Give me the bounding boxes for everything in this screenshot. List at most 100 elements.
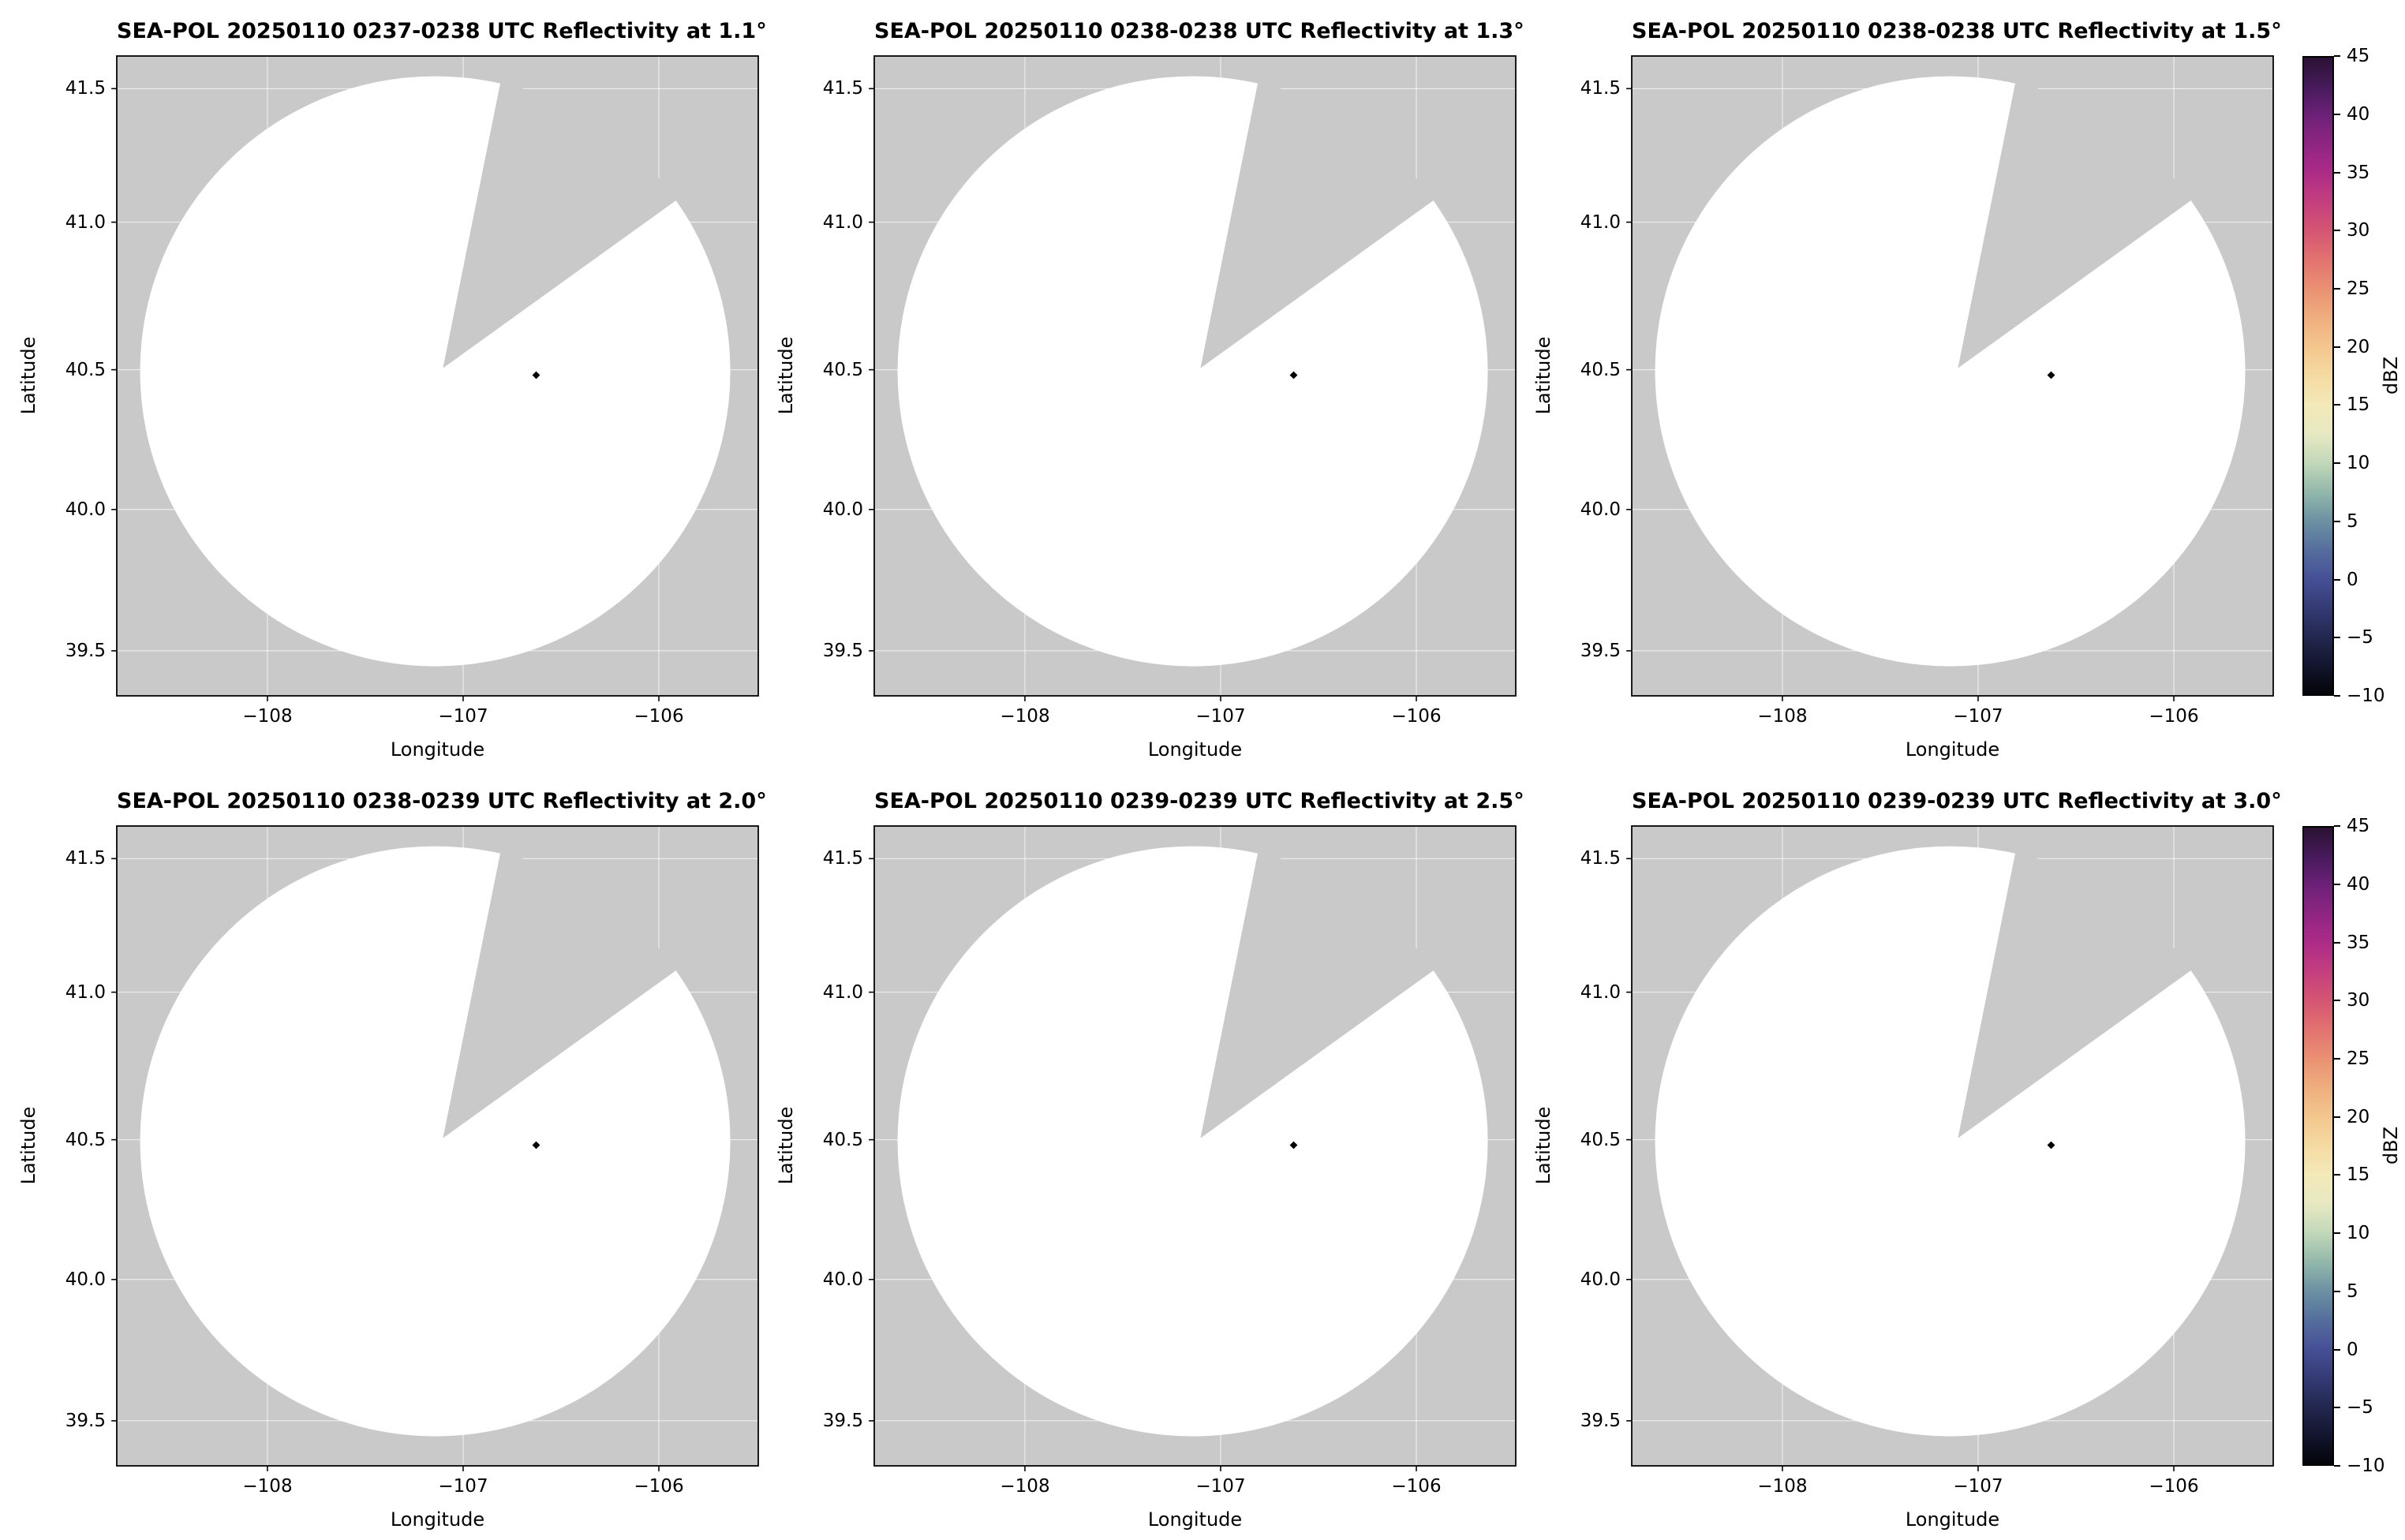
colorbar-row-2: 45 40 35 30 25 20 15 10 5 0 −5 −10 dBZ bbox=[2272, 770, 2405, 1540]
y-tick-label: 40.0 bbox=[65, 499, 106, 520]
x-tick-label: −108 bbox=[1000, 706, 1050, 727]
y-tick-label: 40.5 bbox=[822, 1130, 863, 1150]
missing-sector-wedge bbox=[1200, 82, 1434, 368]
panel-title: SEA-POL 20250110 0238-0239 UTC Reflectiv… bbox=[117, 789, 767, 813]
colorbar-tick-label: 10 bbox=[2347, 453, 2370, 473]
radar-ppi-plot bbox=[869, 55, 1517, 701]
colorbar-tick-label: 25 bbox=[2347, 278, 2370, 299]
colorbar-tick-label: 5 bbox=[2347, 511, 2358, 532]
colorbar-tick-label: 35 bbox=[2347, 933, 2370, 953]
x-axis-label: Longitude bbox=[1147, 738, 1243, 761]
y-tick-label: 41.0 bbox=[1580, 982, 1621, 1003]
colorbar-tick-mark bbox=[2334, 1000, 2340, 1001]
colorbar-row-1: 45 40 35 30 25 20 15 10 5 0 −5 −10 dBZ bbox=[2272, 0, 2405, 770]
x-tick-label: −108 bbox=[1757, 706, 1808, 727]
x-tick-label: −107 bbox=[1953, 706, 2003, 727]
x-tick-label: −107 bbox=[1195, 1476, 1246, 1497]
y-tick-label: 41.0 bbox=[65, 212, 106, 233]
x-axis-label: Longitude bbox=[1905, 1508, 2000, 1531]
colorbar-tick-label: 45 bbox=[2347, 816, 2370, 836]
y-tick-label: 41.5 bbox=[822, 848, 863, 869]
radar-ppi-plot bbox=[111, 55, 759, 701]
colorbar-tick-mark bbox=[2334, 637, 2340, 638]
x-tick-label: −108 bbox=[242, 706, 293, 727]
colorbar-gradient bbox=[2302, 826, 2334, 1466]
colorbar-tick-mark bbox=[2334, 1058, 2340, 1060]
x-axis-label: Longitude bbox=[390, 738, 485, 761]
y-tick-label: 40.0 bbox=[822, 499, 863, 520]
axes-frame bbox=[1631, 825, 2274, 1467]
y-tick-label: 39.5 bbox=[1580, 641, 1621, 661]
y-tick-label: 40.0 bbox=[822, 1269, 863, 1290]
colorbar-tick-label: 5 bbox=[2347, 1281, 2358, 1302]
y-tick-label: 40.5 bbox=[1580, 1130, 1621, 1150]
missing-sector-wedge bbox=[1958, 852, 2191, 1138]
colorbar-tick-mark bbox=[2334, 1291, 2340, 1292]
radar-ppi-plot bbox=[1626, 825, 2274, 1471]
missing-sector-wedge bbox=[443, 852, 676, 1138]
x-tick-label: −106 bbox=[2149, 706, 2199, 727]
y-tick-label: 40.0 bbox=[1580, 499, 1621, 520]
missing-sector-wedge bbox=[443, 82, 676, 368]
colorbar-gradient bbox=[2302, 56, 2334, 696]
panel-elev-1-1: SEA-POL 20250110 0237-0238 UTC Reflectiv… bbox=[0, 0, 767, 770]
colorbar-tick-label: 30 bbox=[2347, 990, 2370, 1011]
colorbar-tick-label: −10 bbox=[2347, 686, 2385, 706]
axis-tick-marks bbox=[111, 88, 660, 701]
radar-site-marker-icon bbox=[1289, 1141, 1298, 1149]
y-tick-label: 39.5 bbox=[1580, 1411, 1621, 1431]
axis-tick-marks bbox=[111, 858, 660, 1471]
colorbar-tick-label: 20 bbox=[2347, 337, 2370, 357]
x-tick-label: −108 bbox=[242, 1476, 293, 1497]
y-tick-label: 39.5 bbox=[65, 1411, 106, 1431]
colorbar-tick-mark bbox=[2334, 695, 2340, 697]
axes-frame bbox=[116, 55, 759, 697]
colorbar-label: dBZ bbox=[2380, 1126, 2402, 1165]
y-tick-label: 41.5 bbox=[822, 78, 863, 99]
colorbar-tick-label: 15 bbox=[2347, 1164, 2370, 1185]
y-tick-label: 41.5 bbox=[65, 848, 106, 869]
colorbar-tick-mark bbox=[2334, 884, 2340, 885]
colorbar-tick-mark bbox=[2334, 1232, 2340, 1234]
y-tick-label: 41.0 bbox=[65, 982, 106, 1003]
plot-area bbox=[111, 55, 759, 701]
x-tick-label: −106 bbox=[634, 706, 684, 727]
colorbar-tick-mark bbox=[2334, 1349, 2340, 1351]
x-axis-label: Longitude bbox=[1905, 738, 2000, 761]
panel-title: SEA-POL 20250110 0237-0238 UTC Reflectiv… bbox=[117, 19, 767, 43]
radar-ppi-plot bbox=[869, 825, 1517, 1471]
colorbar-tick-mark bbox=[2334, 462, 2340, 464]
y-tick-label: 39.5 bbox=[65, 641, 106, 661]
colorbar-tick-label: 0 bbox=[2347, 570, 2358, 590]
colorbar-tick-mark bbox=[2334, 288, 2340, 290]
axes-frame bbox=[873, 825, 1517, 1467]
y-tick-label: 41.0 bbox=[822, 212, 863, 233]
y-tick-label: 41.5 bbox=[1580, 848, 1621, 869]
colorbar-tick-mark bbox=[2334, 1465, 2340, 1467]
x-tick-label: −106 bbox=[2149, 1476, 2199, 1497]
colorbar-tick-mark bbox=[2334, 55, 2340, 57]
panel-elev-2-5: SEA-POL 20250110 0239-0239 UTC Reflectiv… bbox=[757, 770, 1524, 1540]
x-tick-label: −106 bbox=[1391, 1476, 1442, 1497]
x-axis-label: Longitude bbox=[390, 1508, 485, 1531]
axes-frame bbox=[873, 55, 1517, 697]
colorbar-tick-label: 20 bbox=[2347, 1107, 2370, 1127]
y-tick-label: 40.0 bbox=[65, 1269, 106, 1290]
plot-area bbox=[869, 825, 1517, 1471]
y-tick-label: 40.5 bbox=[65, 360, 106, 380]
colorbar-tick-mark bbox=[2334, 1174, 2340, 1176]
y-tick-label: 40.0 bbox=[1580, 1269, 1621, 1290]
colorbar-tick-mark bbox=[2334, 172, 2340, 174]
colorbar-tick-mark bbox=[2334, 942, 2340, 944]
y-tick-label: 41.5 bbox=[1580, 78, 1621, 99]
y-tick-label: 41.0 bbox=[1580, 212, 1621, 233]
missing-sector-wedge bbox=[1958, 82, 2191, 368]
panel-title: SEA-POL 20250110 0239-0239 UTC Reflectiv… bbox=[1632, 789, 2282, 813]
y-tick-label: 41.0 bbox=[822, 982, 863, 1003]
y-tick-label: 41.5 bbox=[65, 78, 106, 99]
colorbar-tick-label: 15 bbox=[2347, 394, 2370, 415]
colorbar-tick-label: 10 bbox=[2347, 1223, 2370, 1243]
panel-elev-1-3: SEA-POL 20250110 0238-0238 UTC Reflectiv… bbox=[757, 0, 1524, 770]
plot-area bbox=[1626, 825, 2274, 1471]
